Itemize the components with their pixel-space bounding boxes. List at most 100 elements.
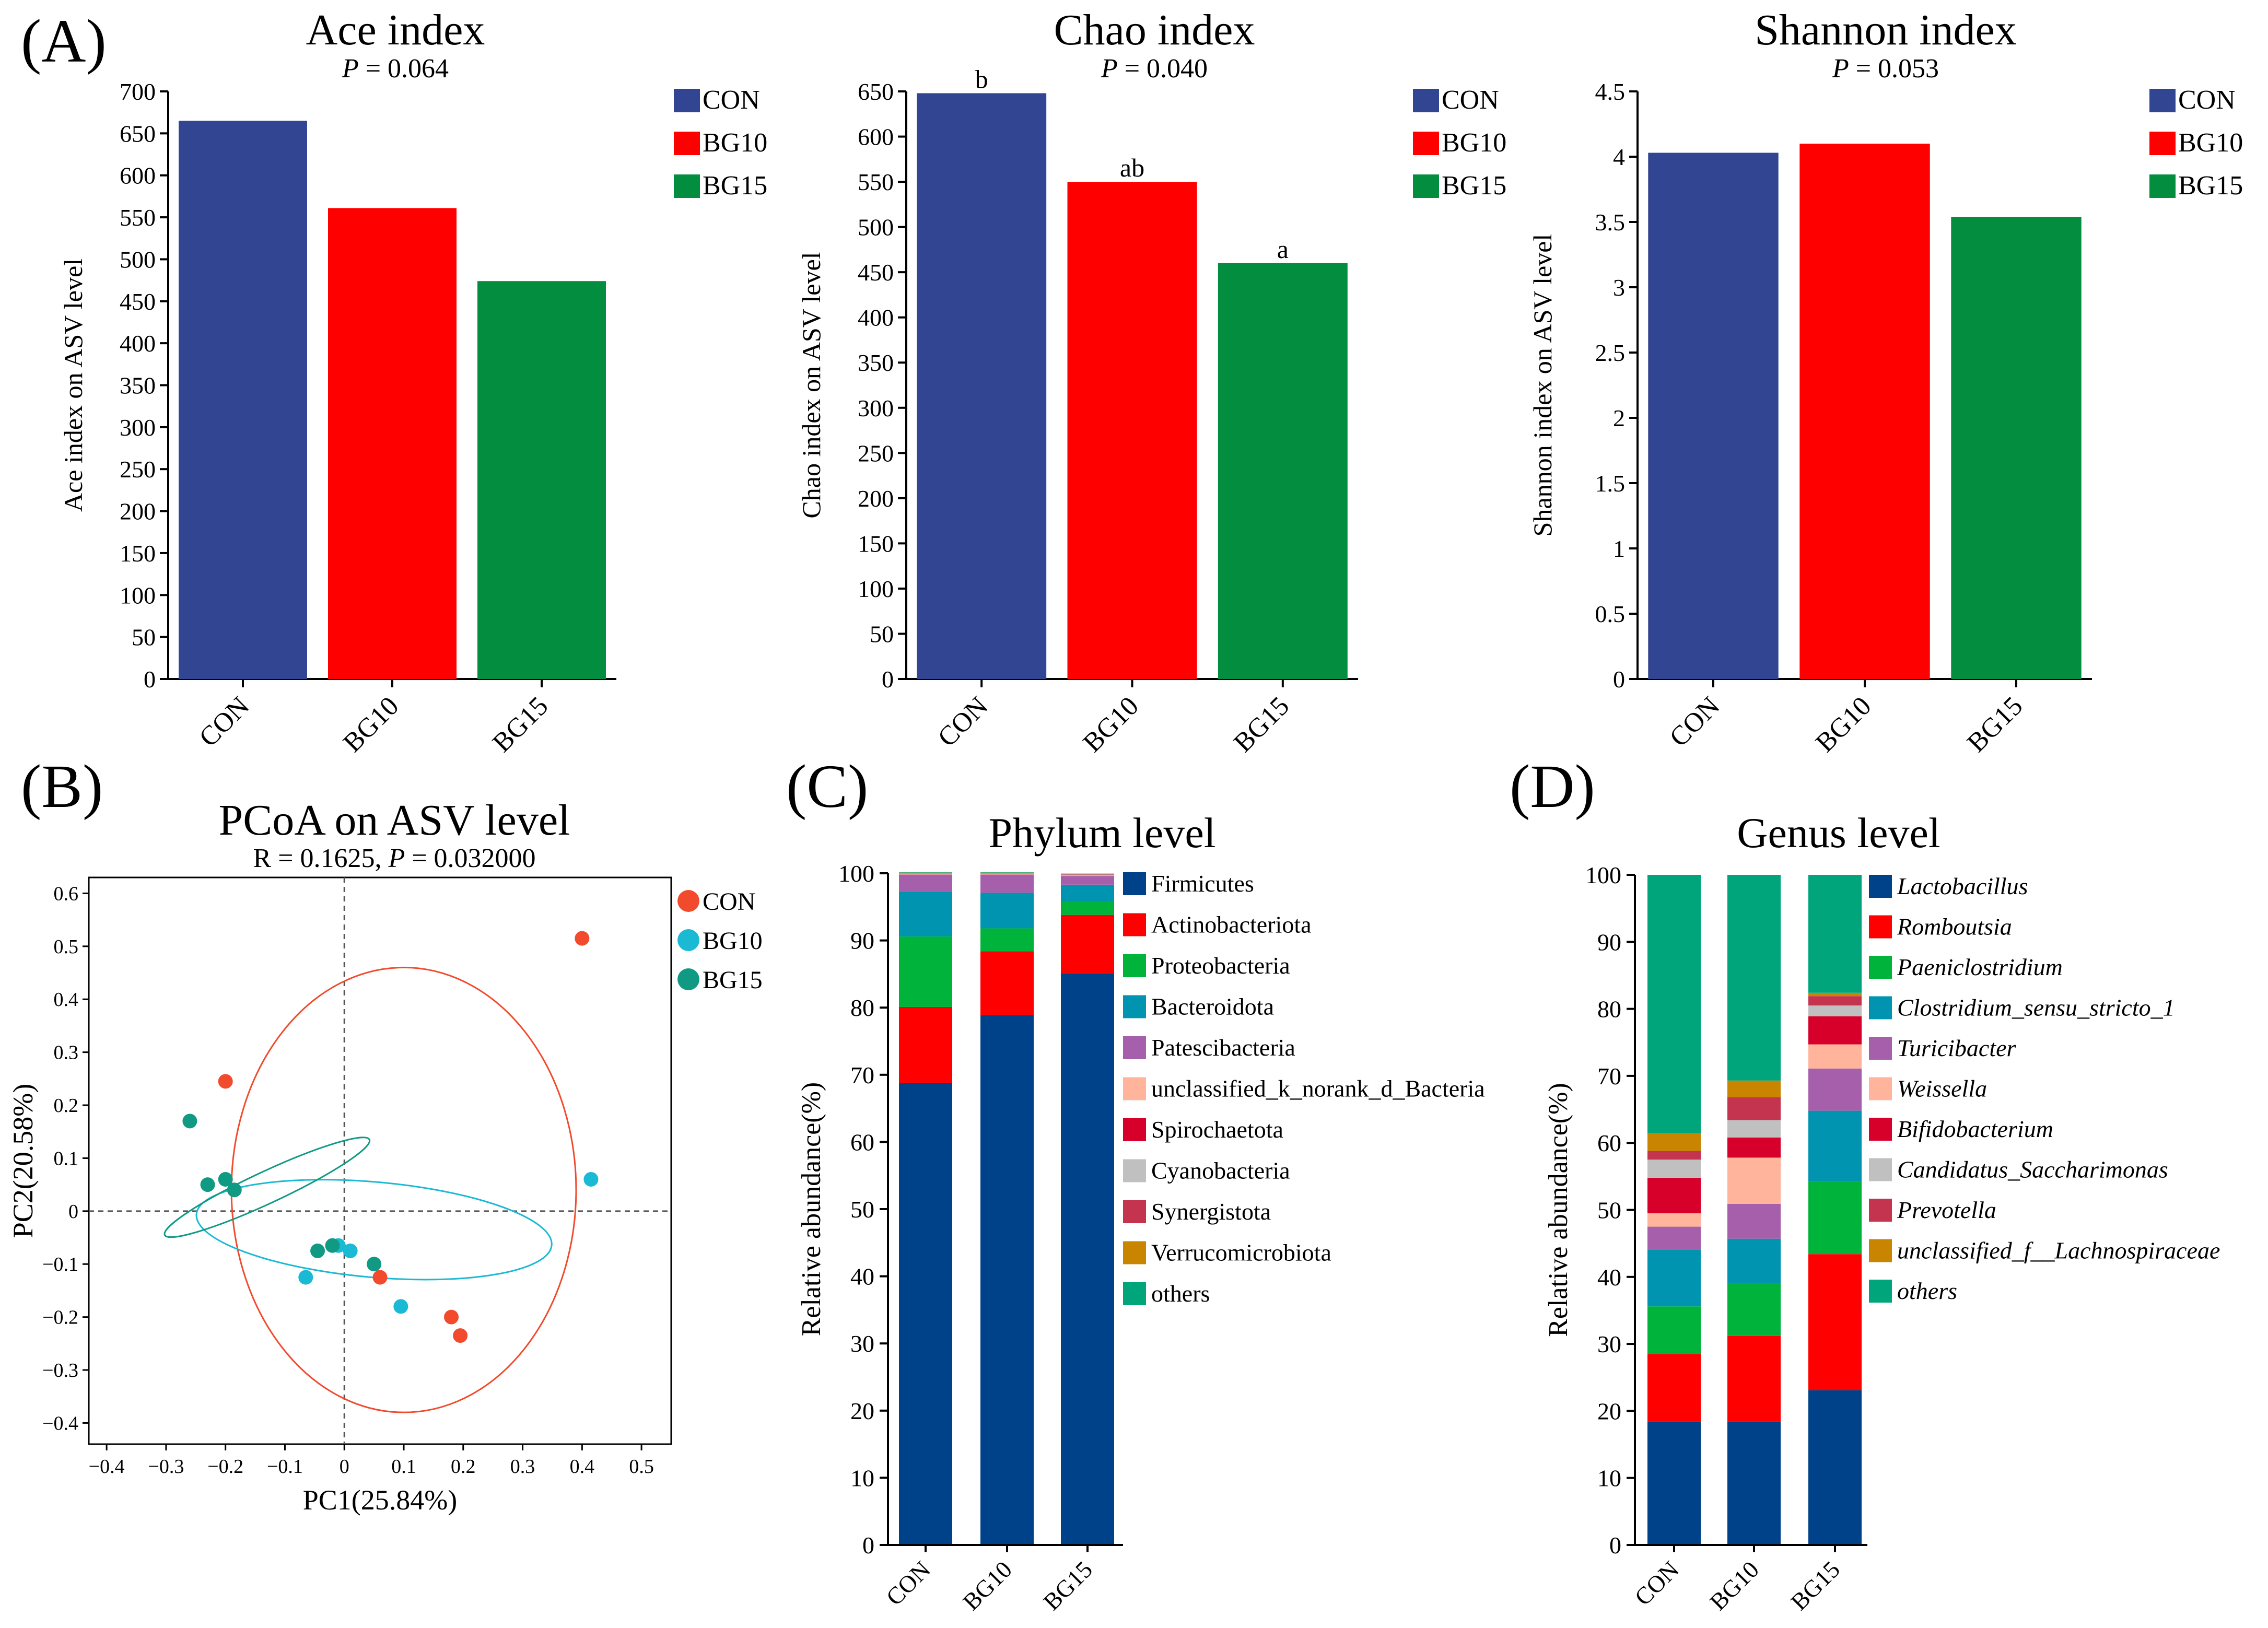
y-tick-label: 550 [120,204,156,231]
y-tick-label: 700 [120,78,156,105]
legend-label: BG10 [2178,128,2243,158]
point-con [218,1074,233,1089]
legend-label: unclassified_f__Lachnospiraceae [1897,1237,2220,1264]
point-bg15 [218,1172,233,1187]
y-tick-label: 200 [120,498,156,525]
y-tick-label: −0.2 [42,1307,78,1329]
y-tick-label: 3.5 [1595,209,1626,236]
point-con [575,931,590,946]
y-tick-label: 100 [838,860,874,887]
y-tick-label: 50 [870,620,894,647]
y-tick-label: 600 [858,124,894,150]
point-bg10 [583,1172,599,1187]
legend-swatch [1869,1199,1892,1222]
p-value-text: = 0.032000 [405,844,535,873]
bar-bg10 [328,208,457,680]
legend-swatch [1123,1036,1146,1059]
bar-bg10 [1067,182,1197,680]
plot-frame [88,876,672,1445]
legend-label: Candidatus_Saccharimonas [1897,1156,2168,1183]
stack-segment [1808,1044,1862,1069]
y-tick-label: 50 [850,1196,874,1223]
y-tick-label: 250 [858,440,894,466]
legend-marker-bg10 [677,929,699,951]
y-tick-label: 300 [120,414,156,441]
y-tick-label: 90 [850,928,874,954]
x-tick-label: BG10 [1704,1556,1764,1615]
significance-letter: a [1277,235,1289,264]
legend-label: Spirochaetota [1151,1116,1283,1143]
legend-label: BG15 [703,171,767,201]
legend-label: Firmicutes [1151,870,1254,897]
legend-label: others [1151,1280,1210,1307]
legend-label: Verrucomicrobiota [1151,1239,1331,1266]
x-tick-label: BG10 [1810,691,1877,758]
stack-segment [899,1006,952,1083]
legend-swatch [1869,1280,1892,1303]
legend-swatch [1869,1158,1892,1181]
legend-swatch-con [674,89,700,112]
legend-swatch-con [1413,89,1439,112]
stack-segment [1061,973,1114,1545]
x-tick-label: 0.3 [510,1456,535,1478]
stack-segment [980,951,1034,1015]
y-tick-label: 150 [858,530,894,557]
point-bg15 [367,1257,382,1272]
legend-swatch [1869,996,1892,1020]
r-statistic: R = 0.1625, [253,844,388,873]
y-tick-label: 550 [858,169,894,195]
stack-segment [1727,1203,1781,1239]
x-tick-label: 0.1 [391,1456,416,1478]
panel-label-a: (A) [21,7,107,75]
y-tick-label: 4.5 [1595,78,1626,105]
y-tick-label: 400 [120,330,156,357]
bar-bg10 [1799,144,1930,679]
stack-segment [1647,1151,1701,1160]
y-tick-label: 70 [850,1062,874,1088]
x-tick-label: 0.5 [629,1456,654,1478]
y-tick-label: 0.3 [54,1042,79,1064]
stack-segment [1808,1254,1862,1390]
legend-swatch-bg15 [674,174,700,198]
stack-segment [1727,1238,1781,1283]
y-axis-label: Relative abundance(%) [797,1082,826,1337]
p-value-text: = 0.040 [1118,54,1208,84]
stack-segment [1647,1249,1701,1307]
legend-label: Romboutsia [1897,913,2012,940]
stack-segment [1647,1354,1701,1422]
stack-segment [1808,1016,1862,1045]
point-bg10 [393,1299,408,1314]
stack-segment [1647,1306,1701,1354]
y-tick-label: 20 [1597,1398,1621,1424]
legend-label: Turicibacter [1897,1035,2017,1061]
stack-segment [1727,1120,1781,1138]
y-tick-label: 650 [858,78,894,105]
y-tick-label: −0.3 [42,1360,78,1381]
stack-segment [1647,1133,1701,1151]
y-tick-label: 100 [120,582,156,608]
y-tick-label: 50 [132,624,156,651]
point-con [372,1270,388,1285]
y-tick-label: 50 [1597,1197,1621,1224]
stack-segment [980,872,1034,873]
y-axis-label: Relative abundance(%) [1544,1083,1573,1337]
legend-label: Actinobacteriota [1151,911,1312,938]
legend-label: Lactobacillus [1897,873,2028,899]
legend-swatch [1123,1159,1146,1182]
legend-label: unclassified_k_norank_d_Bacteria [1151,1075,1485,1102]
legend-swatch [1123,1241,1146,1264]
x-tick-label: BG15 [1785,1556,1845,1615]
significance-letter: ab [1120,153,1144,182]
x-tick-label: 0.4 [570,1456,595,1478]
stack-segment [899,873,952,874]
y-tick-label: 0.4 [54,989,79,1011]
legend-label: CON [703,85,760,115]
stack-segment [1061,901,1114,915]
y-tick-label: 4 [1613,144,1625,170]
legend-label: others [1897,1278,1957,1304]
stack-segment [899,891,952,936]
legend-label: BG10 [703,927,763,955]
y-tick-label: 0.2 [54,1095,79,1117]
chart-title: Chao index [1054,6,1255,54]
